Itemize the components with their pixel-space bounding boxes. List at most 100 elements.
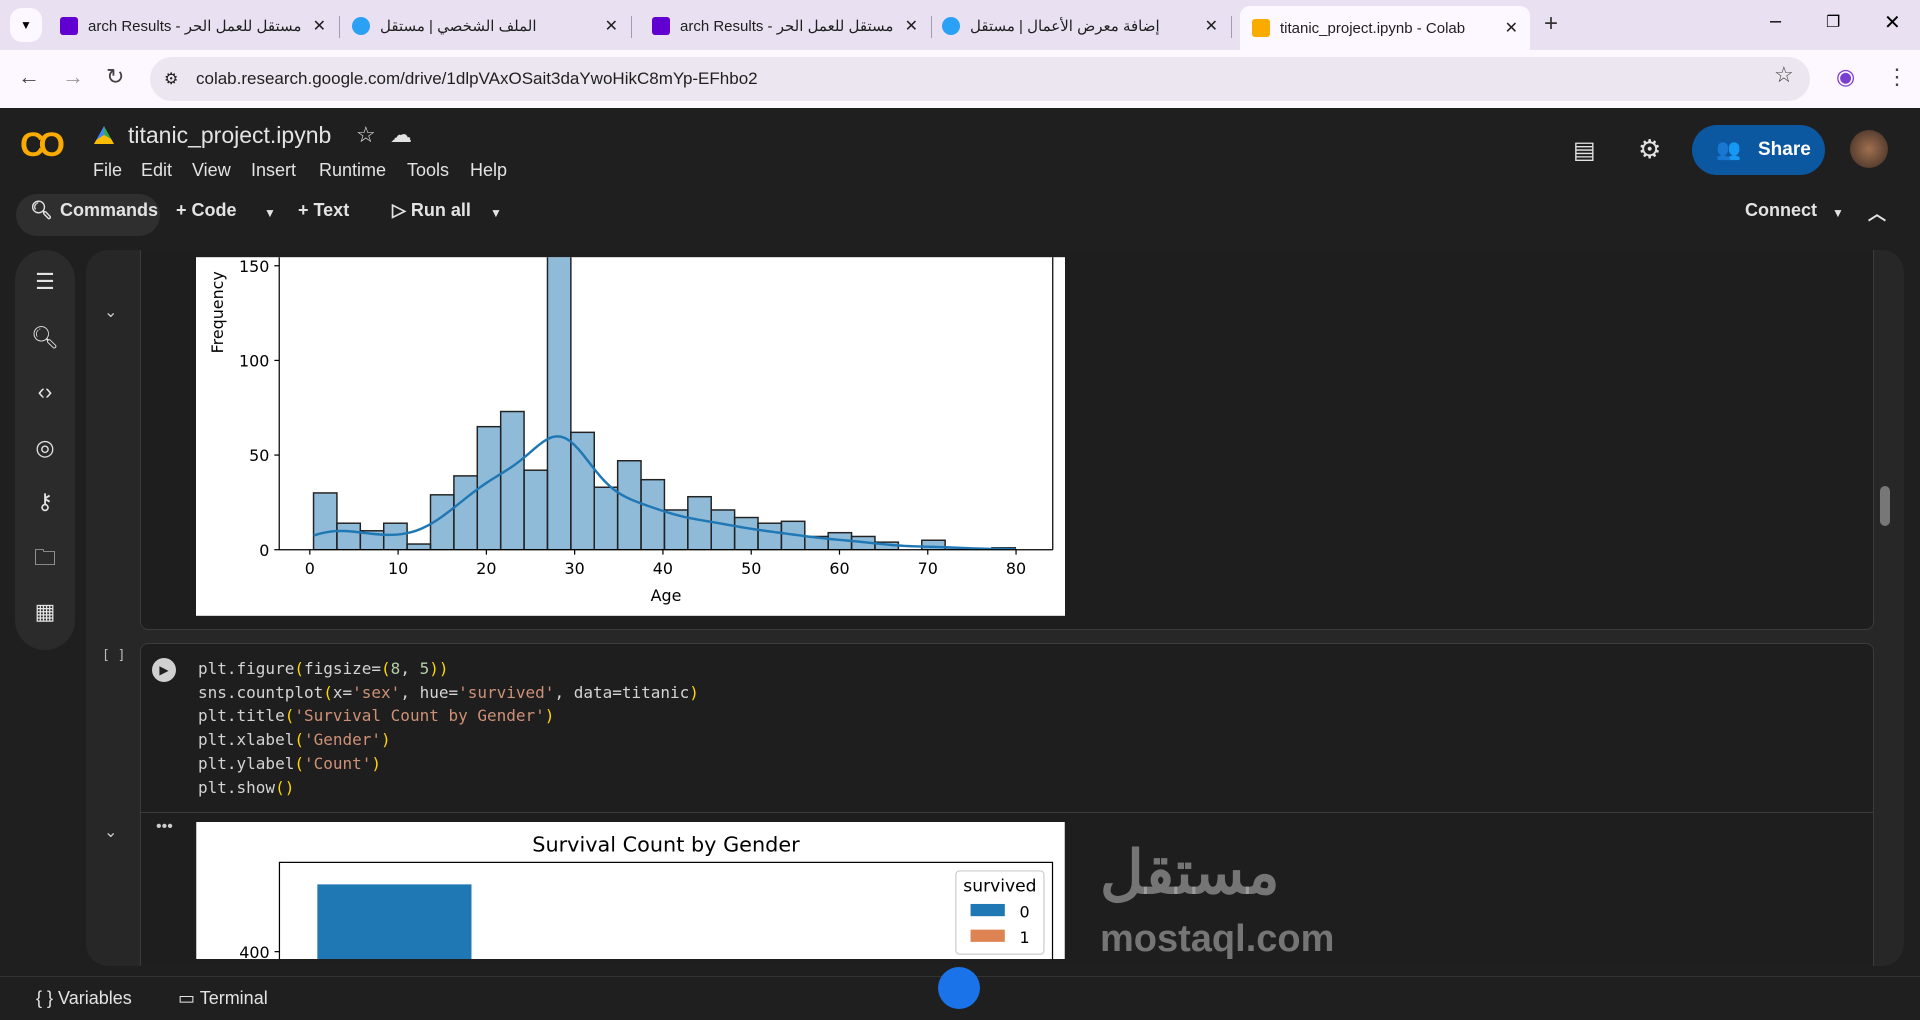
- bar-female-0: [317, 884, 472, 959]
- terminal-button[interactable]: ▭ Terminal: [178, 988, 268, 1008]
- menu-help[interactable]: Help: [470, 160, 508, 180]
- code-token: 'sex': [352, 682, 401, 702]
- browser-tab[interactable]: إضافة معرض الأعمال | مستقل ✕: [930, 8, 1230, 44]
- code-token: x=: [332, 682, 353, 702]
- browser-tab[interactable]: titanic_project.ipynb - Colab ✕: [1240, 6, 1530, 50]
- close-window-button[interactable]: ✕: [1884, 12, 1901, 34]
- menu-edit[interactable]: Edit: [141, 160, 173, 180]
- code-token: (: [275, 777, 285, 797]
- restore-button[interactable]: ❐: [1826, 14, 1841, 31]
- close-tab-icon[interactable]: ✕: [1204, 18, 1218, 35]
- cloud-saved-icon[interactable]: ☁: [390, 122, 412, 147]
- code-token: , hue=: [400, 682, 459, 702]
- variables-button[interactable]: { } Variables: [36, 988, 132, 1008]
- divider: [140, 812, 1874, 813]
- menu-insert[interactable]: Insert: [251, 160, 297, 180]
- code-line: plt.title('Survival Count by Gender'): [198, 704, 699, 728]
- browser-tab-strip: ▼ مستقل للعمل الحر - arch Results ✕ الملف …: [0, 0, 1920, 50]
- menu-runtime[interactable]: Runtime: [319, 160, 387, 180]
- search-icon: 🔍︎: [30, 200, 53, 220]
- y-tick-label: 150: [239, 257, 269, 276]
- notebook-title[interactable]: titanic_project.ipynb: [128, 122, 332, 148]
- reload-icon[interactable]: ↻: [106, 64, 125, 89]
- variables-inspector-icon[interactable]: ◎: [35, 435, 55, 460]
- share-button[interactable]: 👥 Share: [1692, 125, 1825, 175]
- run-cell-button[interactable]: ▶: [152, 658, 176, 682]
- histogram-bar: [406, 543, 432, 550]
- run-all-button[interactable]: ▷ Run all: [392, 200, 471, 220]
- floating-action-icon[interactable]: [938, 967, 980, 1009]
- tab-title: مستقل للعمل الحر - arch Results: [88, 18, 302, 35]
- x-tick-label: 50: [741, 559, 761, 578]
- collapse-output-icon[interactable]: ⌄: [104, 824, 118, 841]
- output-actions-icon[interactable]: •••: [156, 818, 173, 835]
- add-text-button[interactable]: + Text: [298, 200, 350, 220]
- watermark-text: mostaql.com: [1100, 918, 1335, 960]
- collapse-header-icon[interactable]: ︿: [1868, 204, 1886, 224]
- drive-icon[interactable]: [94, 126, 114, 144]
- code-snippets-icon[interactable]: ‹›: [37, 379, 53, 404]
- forward-icon[interactable]: →: [62, 64, 84, 89]
- cell-execution-count: [ ]: [102, 648, 126, 663]
- table-of-contents-icon[interactable]: ☰: [35, 269, 55, 294]
- browser-menu-icon[interactable]: ⋮: [1886, 64, 1908, 89]
- address-bar-row: ← → ↻ ⚙ colab.research.google.com/drive/1…: [0, 50, 1920, 108]
- close-tab-icon[interactable]: ✕: [904, 18, 918, 35]
- x-tick-label: 70: [918, 559, 938, 578]
- run-all-dropdown-icon[interactable]: ▼: [490, 206, 502, 220]
- connect-dropdown-icon[interactable]: ▼: [1832, 206, 1844, 220]
- close-tab-icon[interactable]: ✕: [1504, 20, 1518, 37]
- code-token: ): [438, 659, 449, 678]
- menu-view[interactable]: View: [192, 160, 231, 180]
- menu-file[interactable]: File: [93, 160, 123, 180]
- bookmark-star-icon[interactable]: ☆: [1774, 62, 1794, 87]
- code-token: ): [284, 777, 295, 797]
- browser-tab[interactable]: الملف الشخصي | مستقل ✕: [340, 8, 630, 44]
- code-token: ): [689, 682, 699, 702]
- histogram-bar: [616, 460, 642, 550]
- menu-tools[interactable]: Tools: [407, 160, 450, 180]
- tab-search-button[interactable]: ▼: [10, 8, 42, 42]
- url-input[interactable]: ⚙ colab.research.google.com/drive/1dlpVAx…: [150, 57, 1810, 101]
- files-folder-icon[interactable]: 🗀: [33, 545, 56, 570]
- browser-tab[interactable]: مستقل للعمل الحر - arch Results ✕: [640, 8, 930, 44]
- mostaql-icon: [352, 17, 370, 35]
- browser-tab[interactable]: مستقل للعمل الحر - arch Results ✕: [48, 8, 338, 44]
- code-line: plt.figure(figsize=(8, 5)): [198, 657, 699, 681]
- age-histogram: 0 10 20 30 40 50 60 70 80 0 50 100 150 Age Frequency: [196, 257, 1065, 616]
- legend-label: 0: [1019, 902, 1029, 921]
- histogram-bar: [570, 431, 595, 550]
- code-editor[interactable]: plt.figure(figsize=(8, 5)) sns.countplot(…: [198, 657, 699, 799]
- close-tab-icon[interactable]: ✕: [604, 18, 618, 35]
- data-table-icon[interactable]: ▦: [34, 599, 56, 624]
- site-info-icon[interactable]: ⚙: [164, 71, 179, 88]
- survival-countplot: Survival Count by Gender 400 survived 0 1: [196, 822, 1065, 959]
- avatar[interactable]: [1850, 130, 1888, 168]
- settings-gear-icon[interactable]: ⚙: [1638, 134, 1662, 164]
- minimize-button[interactable]: –: [1770, 10, 1782, 32]
- collapse-output-icon[interactable]: ⌄: [104, 304, 118, 321]
- back-icon[interactable]: ←: [18, 64, 40, 89]
- scrollbar[interactable]: [1880, 486, 1890, 526]
- star-icon[interactable]: ☆: [356, 122, 376, 147]
- histogram-bar: [382, 522, 408, 550]
- histogram-bar: [312, 492, 338, 550]
- close-tab-icon[interactable]: ✕: [312, 18, 326, 35]
- code-dropdown-icon[interactable]: ▼: [264, 206, 276, 220]
- find-icon[interactable]: 🔍︎: [31, 325, 59, 350]
- connect-button[interactable]: Connect: [1745, 200, 1817, 220]
- secrets-key-icon[interactable]: ⚷: [36, 489, 54, 514]
- watermark-logo: مستقل: [1100, 839, 1280, 906]
- code-token: 'Survival Count by Gender': [294, 706, 545, 726]
- y-tick-label: 100: [239, 352, 269, 371]
- profile-icon[interactable]: ◉: [1836, 64, 1856, 89]
- add-code-button[interactable]: + Code: [176, 200, 237, 220]
- colab-logo[interactable]: CO: [20, 126, 65, 164]
- comments-icon[interactable]: ▤: [1573, 137, 1596, 164]
- tab-separator: [631, 16, 632, 38]
- new-tab-button[interactable]: +: [1544, 10, 1559, 37]
- notebook-toolbar: 🔍︎ Commands + Code ▼ + Text ▷ Run all ▼ …: [0, 190, 1920, 240]
- y-tick-label: 0: [259, 541, 269, 560]
- histogram-bar: [546, 257, 572, 550]
- commands-button[interactable]: [16, 194, 160, 236]
